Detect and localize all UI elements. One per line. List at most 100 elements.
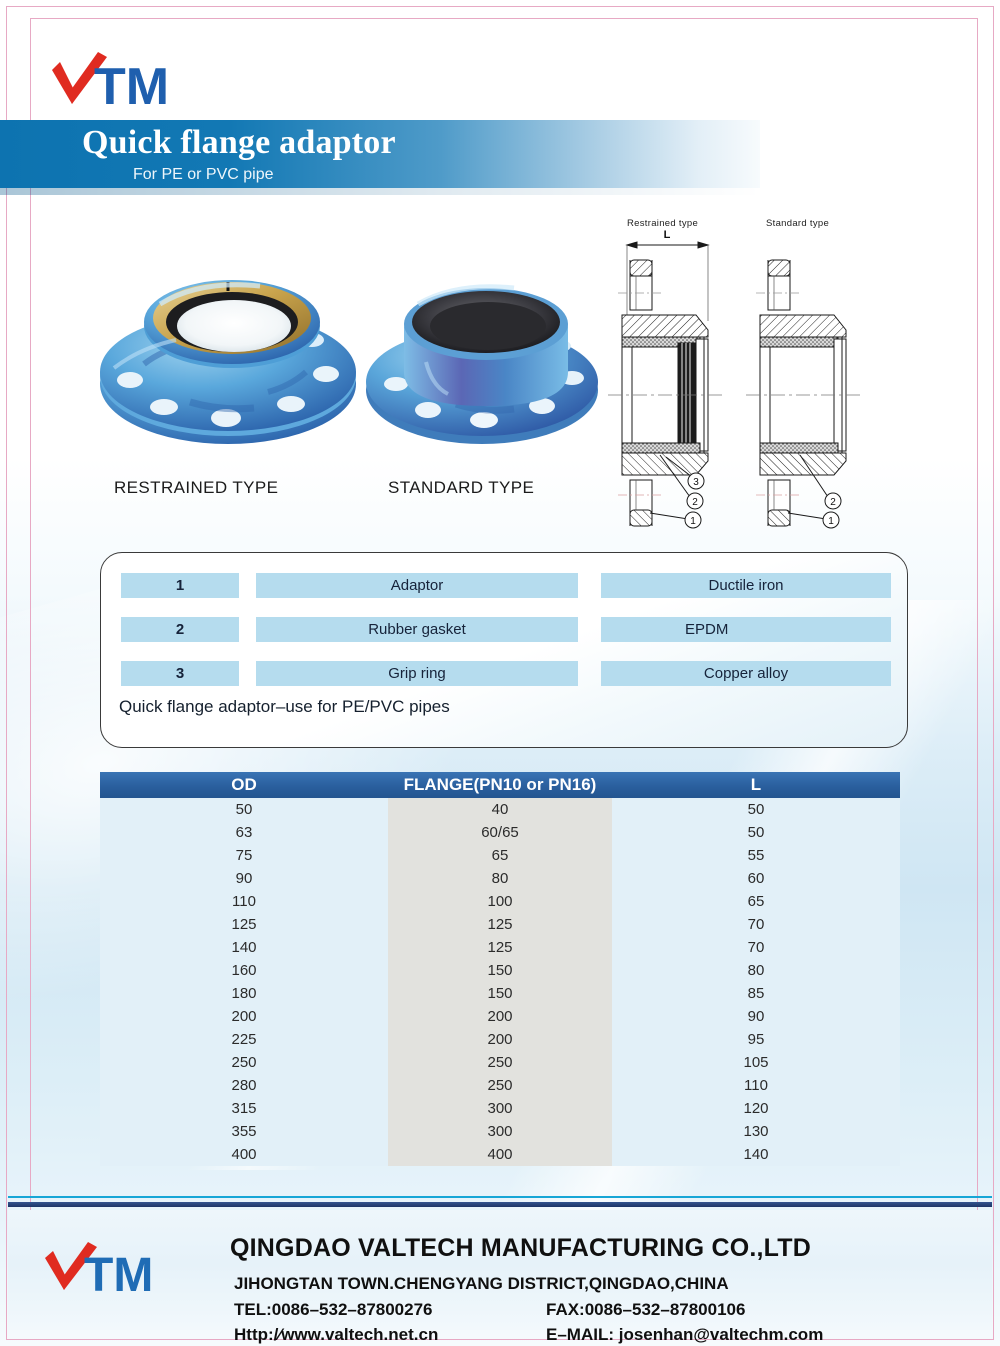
cell-flange: 300 [487,1100,513,1117]
cell-l: 70 [747,939,765,956]
table-row: 160 150 80 [100,959,900,982]
footer-bar [8,1210,992,1330]
product-photo-restrained [86,252,376,452]
footer-website[interactable]: Http:/⁄www.valtech.net.cn [234,1325,439,1344]
footer-rule-navy [8,1202,992,1207]
spec-table: OD FLANGE(PN10 or PN16) L 50 40 50 63 60/65 5… [100,772,900,1166]
table-row: 225 200 95 [100,1028,900,1051]
title-banner [0,120,760,188]
cell-l: 90 [747,1008,765,1025]
photo-caption-restrained: RESTRAINED TYPE [114,478,279,497]
cell-l: 110 [744,1077,768,1094]
cell-flange: 250 [487,1077,513,1094]
cell-od: 50 [235,801,253,818]
cell-od: 250 [231,1054,257,1071]
table-row: 50 40 50 [100,798,900,821]
page-subtitle: For PE or PVC pipe [133,166,274,183]
cell-flange: 300 [487,1123,513,1140]
footer-telephone: TEL:0086–532–87800276 [234,1300,433,1319]
footer-company-name: QINGDAO VALTECH MANUFACTURING CO.,LTD [230,1234,811,1262]
col-header-l: L [750,775,762,794]
cell-flange: 250 [487,1054,513,1071]
cell-flange: 150 [487,985,513,1002]
table-row: 75 65 55 [100,844,900,867]
dimension-label-L: L [664,229,671,241]
legend-no-3: 3 [121,661,239,686]
callout-1-right: 1 [828,516,834,527]
cell-l: 85 [747,985,765,1002]
cell-flange: 100 [487,893,513,910]
cell-flange: 200 [487,1031,513,1048]
cell-od: 355 [231,1123,257,1140]
table-row: 180 150 85 [100,982,900,1005]
table-row: 400 400 140 [100,1143,900,1166]
cell-l: 130 [743,1123,769,1140]
col-header-od: OD [231,775,257,794]
cell-l: 80 [747,962,765,979]
callout-1-left: 1 [690,516,696,527]
table-row: 90 80 60 [100,867,900,890]
flange-column-shade [388,798,612,1166]
legend-no-2: 2 [121,617,239,642]
cell-od: 110 [232,893,256,910]
cell-od: 400 [231,1146,257,1163]
cell-l: 70 [747,916,765,933]
parts-legend-box: 1 Adaptor Ductile iron 2 Rubber gasket E… [100,552,908,748]
cell-l: 105 [743,1054,769,1071]
cell-od: 280 [231,1077,257,1094]
svg-text:TM: TM [94,58,169,114]
cell-flange: 200 [487,1008,513,1025]
cell-flange: 125 [487,916,513,933]
table-row: 250 250 105 [100,1051,900,1074]
cell-l: 95 [747,1031,765,1048]
spec-table-body: 50 40 50 63 60/65 50 75 65 55 90 80 60 110 100 65 125 12… [100,798,900,1166]
drawing-label-standard: Standard type [766,218,830,229]
legend-material-1: Ductile iron [601,573,891,598]
cell-l: 50 [747,801,765,818]
page-border-outer [6,6,994,1340]
cell-od: 180 [231,985,257,1002]
cell-l: 50 [747,824,765,841]
cell-flange: 65 [491,847,509,864]
cell-od: 75 [235,847,253,864]
title-banner-shadow [0,188,760,195]
company-logo-header: TM [46,48,196,114]
cell-od: 160 [231,962,257,979]
table-row: 280 250 110 [100,1074,900,1097]
cell-od: 90 [235,870,253,887]
page-title: Quick flange adaptor [82,124,396,161]
cell-l: 65 [747,893,765,910]
cell-flange: 150 [487,962,513,979]
callout-2-right: 2 [830,497,836,508]
footer-email[interactable]: E–MAIL: josenhan@valtechm.com [546,1325,824,1344]
table-row: 315 300 120 [100,1097,900,1120]
cell-od: 200 [231,1008,257,1025]
footer-fax: FAX:0086–532–87800106 [546,1300,746,1319]
cell-l: 60 [747,870,765,887]
spec-table-header: OD FLANGE(PN10 or PN16) L [100,772,900,798]
col-header-flange: FLANGE(PN10 or PN16) [403,775,597,794]
company-logo-footer: TM [40,1238,180,1300]
table-row: 110 100 65 [100,890,900,913]
legend-part-2: Rubber gasket [256,617,578,642]
cell-l: 120 [743,1100,769,1117]
cell-od: 315 [231,1100,257,1117]
callout-2-left: 2 [692,497,698,508]
footer-address: JIHONGTAN TOWN.CHENGYANG DISTRICT,QINGDA… [234,1274,729,1293]
table-row: 200 200 90 [100,1005,900,1028]
cell-flange: 400 [487,1146,513,1163]
table-row: 125 125 70 [100,913,900,936]
callout-3-left: 3 [693,477,699,488]
table-row: 140 125 70 [100,936,900,959]
drawing-label-restrained: Restrained type [627,218,699,229]
legend-no-1: 1 [121,573,239,598]
legend-part-3: Grip ring [256,661,578,686]
legend-note: Quick flange adaptor–use for PE/PVC pipe… [119,697,450,716]
legend-material-2: EPDM [601,617,891,642]
cell-od: 125 [231,916,257,933]
cell-l: 55 [747,847,765,864]
cell-flange: 80 [491,870,509,887]
svg-text:TM: TM [84,1249,153,1300]
cell-flange: 125 [487,939,513,956]
